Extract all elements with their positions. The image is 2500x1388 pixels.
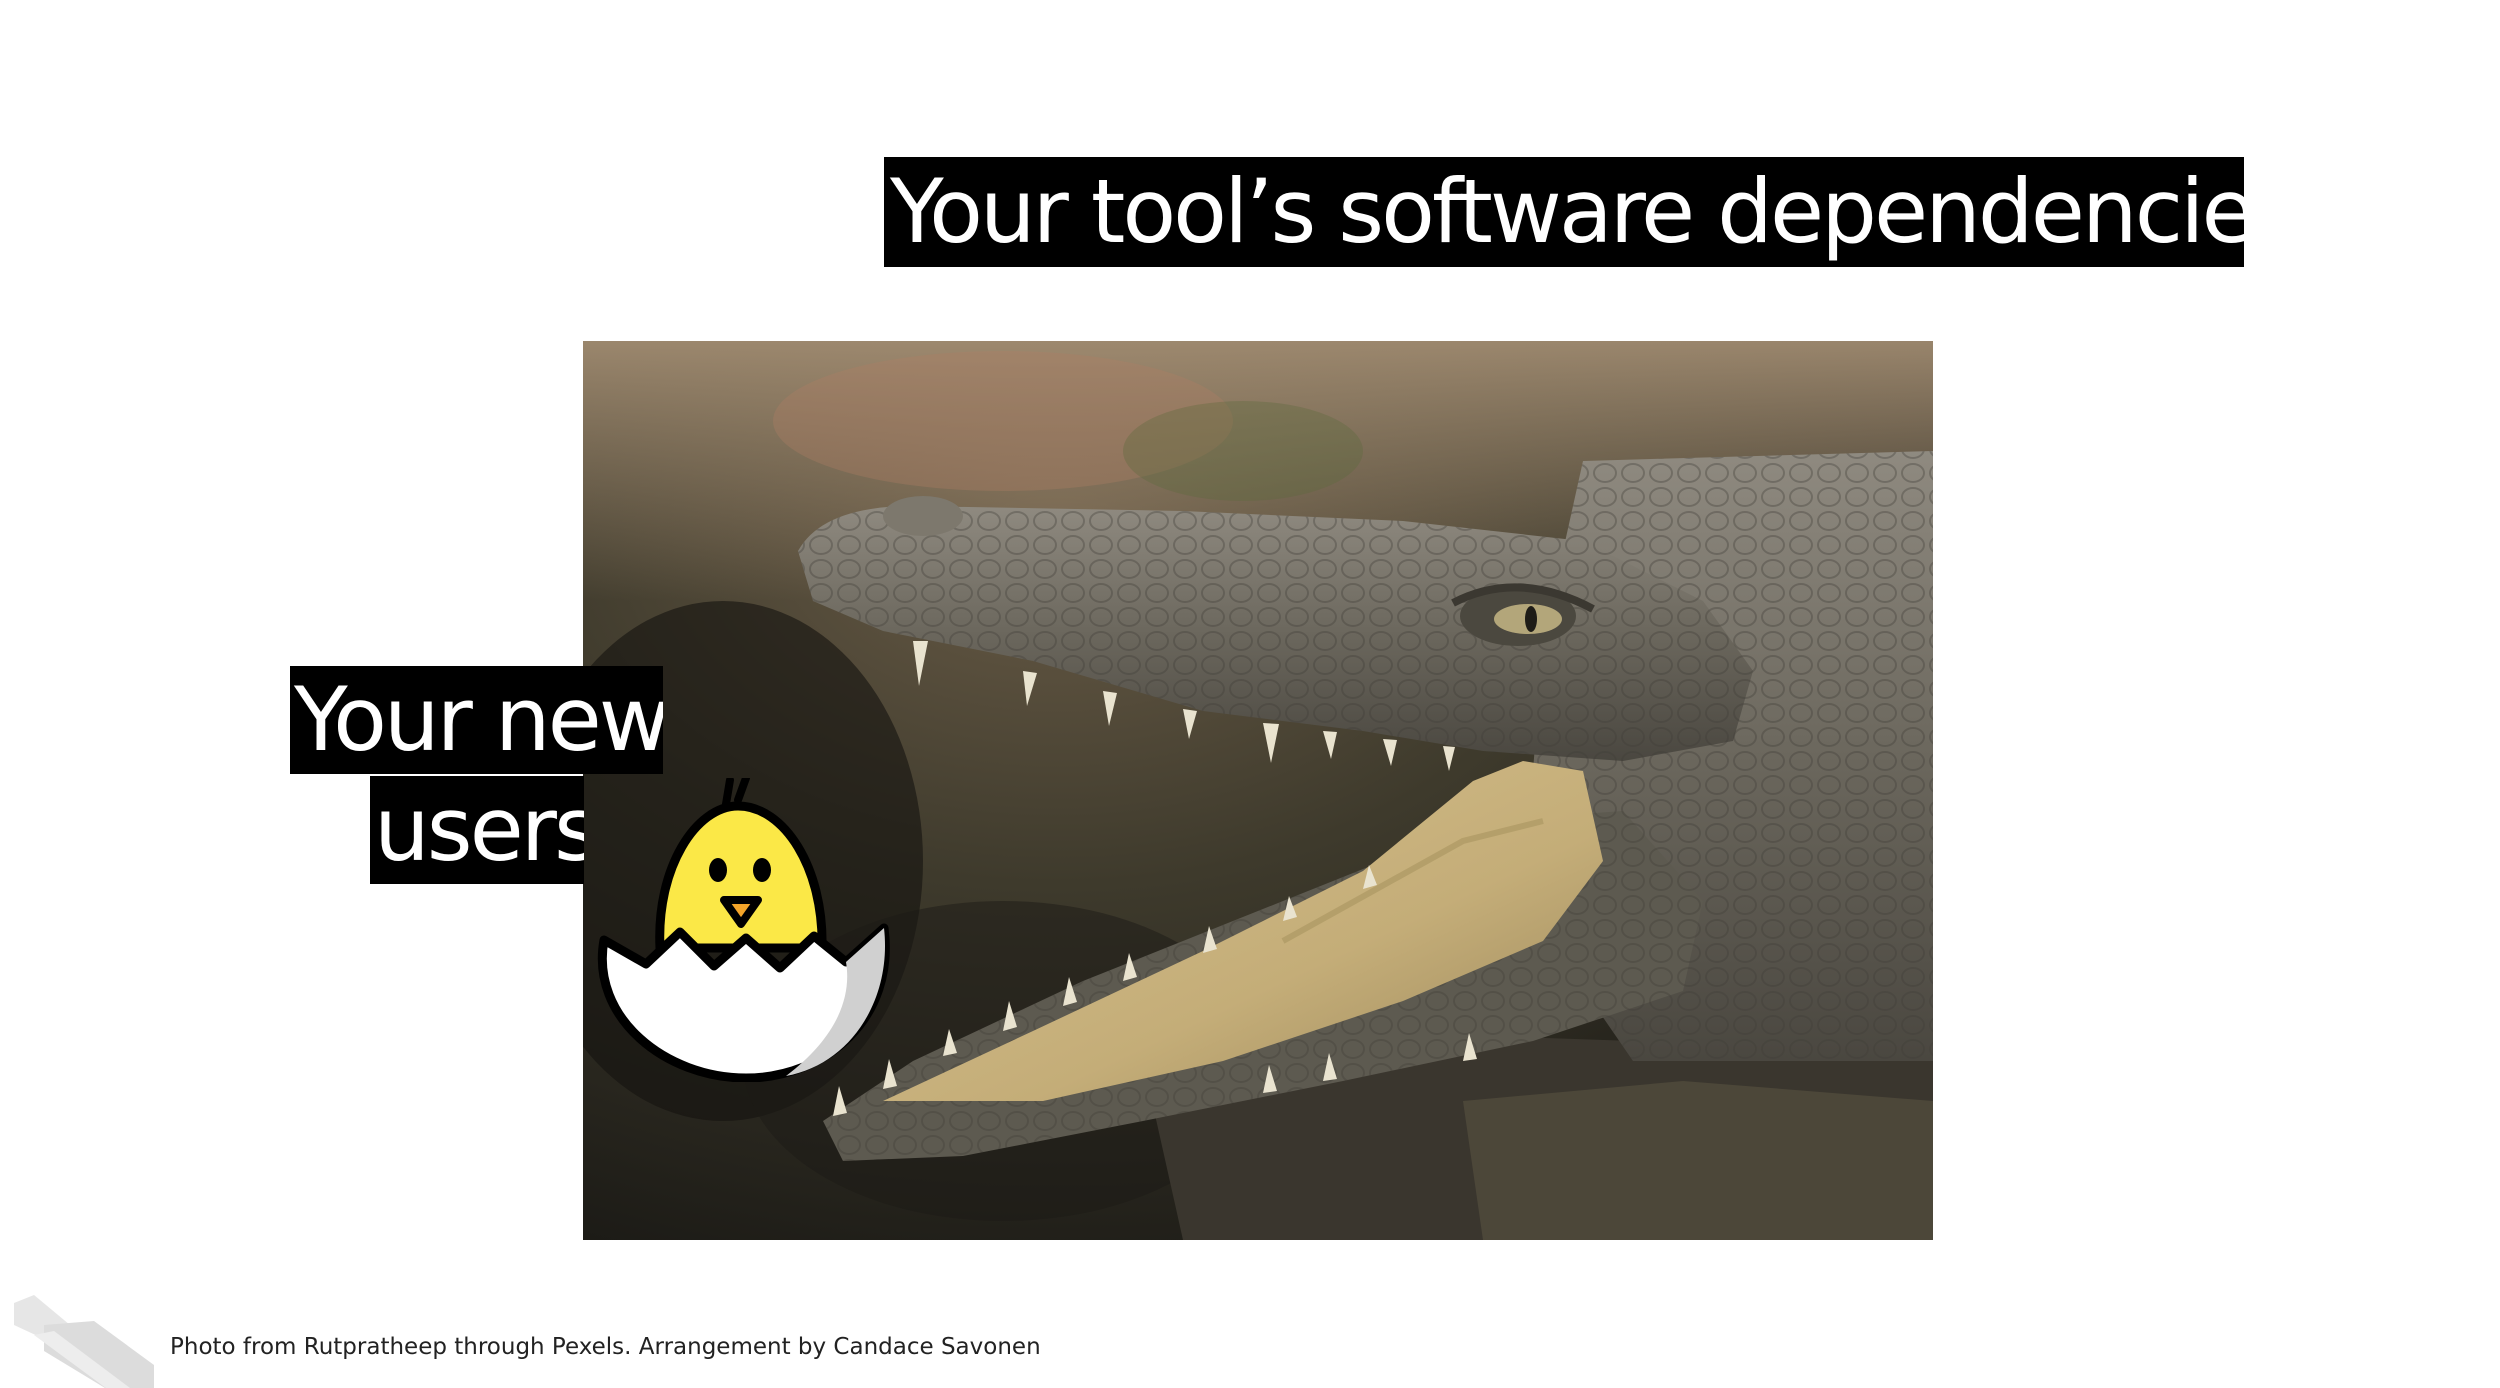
slanted-stripes-logo	[14, 1295, 154, 1388]
hatching-chick-icon	[597, 778, 890, 1082]
slide-title: Your tool’s software dependencies	[884, 157, 2244, 267]
new-users-label-line-1: Your new	[290, 666, 663, 774]
photo-credit: Photo from Rutpratheep through Pexels. A…	[170, 1334, 1041, 1360]
new-users-label-line-2: users	[370, 776, 584, 884]
